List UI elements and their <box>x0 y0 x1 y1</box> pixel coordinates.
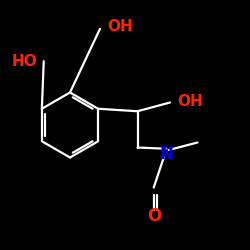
Text: OH: OH <box>108 19 133 34</box>
Text: N: N <box>159 145 173 163</box>
Text: O: O <box>146 207 161 225</box>
Text: HO: HO <box>12 54 38 69</box>
Text: OH: OH <box>178 94 203 109</box>
